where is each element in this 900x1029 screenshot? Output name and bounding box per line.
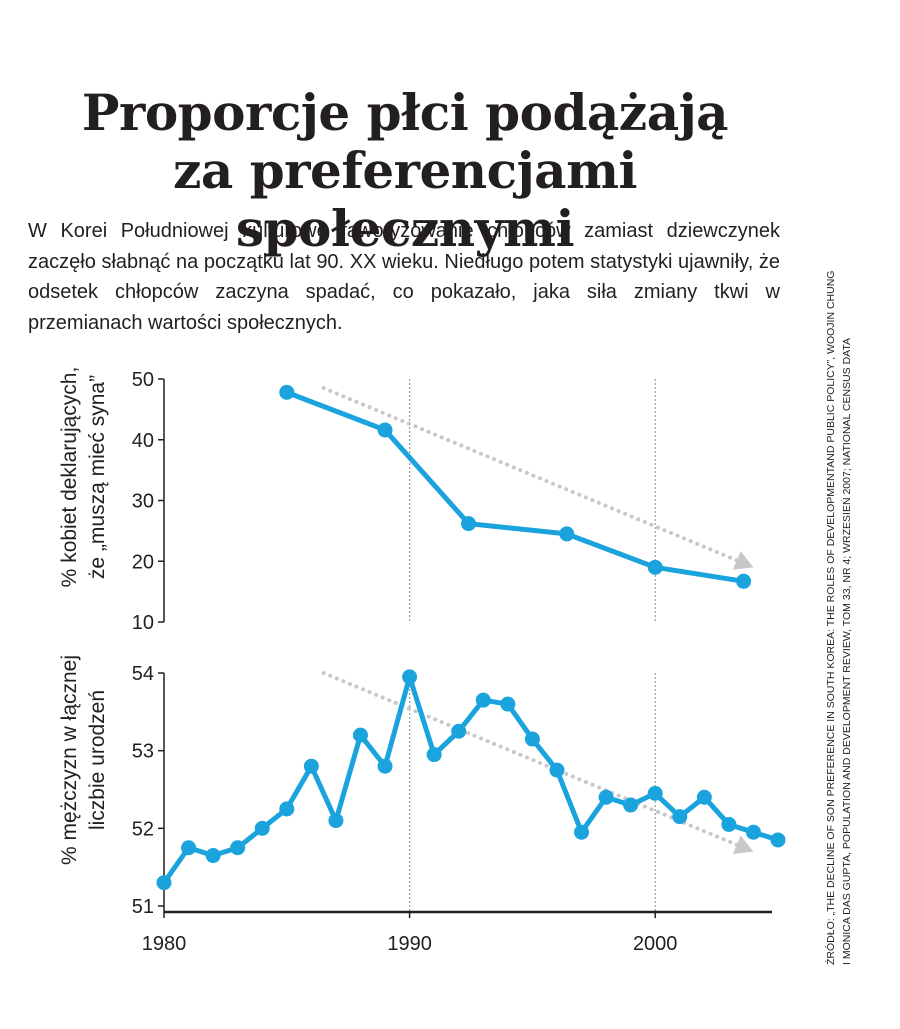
data-point-2004 (745, 824, 761, 840)
data-point-1995 (524, 731, 540, 747)
y-axis-label-line-1: % kobiet deklarujących, (58, 367, 81, 588)
y-tick-label-20: 20 (132, 551, 154, 573)
series-line (161, 674, 781, 886)
title-line-1: Proporcje płci podążają (81, 83, 729, 142)
data-point-1981 (181, 840, 197, 856)
trend-arrow-head (732, 551, 754, 570)
intro-paragraph: W Korei Południowej kulturowe faworyzowa… (28, 220, 780, 334)
data-point-2000 (647, 559, 663, 575)
data-point-1987 (328, 813, 344, 829)
data-point-1991 (426, 747, 442, 763)
y-tick-label-30: 30 (132, 491, 154, 513)
data-point-1983 (230, 840, 246, 856)
y-tick-label-54: 54 (132, 663, 154, 685)
data-point-2002 (696, 789, 712, 805)
y-tick-label-40: 40 (132, 430, 154, 452)
data-point-1999 (623, 797, 639, 813)
data-point-1980 (156, 875, 172, 891)
y-axis-label-line-2: liczbie urodzeń (86, 690, 109, 830)
data-point-2003.6 (736, 573, 752, 589)
data-point-2005 (770, 832, 786, 848)
y-tick-label-51: 51 (132, 896, 154, 918)
data-point-1993 (475, 692, 491, 708)
data-point-1985 (279, 801, 295, 817)
title-line-2: za preferencjami społecznymi (173, 141, 637, 258)
data-point-1988 (352, 727, 368, 743)
data-point-1992 (451, 723, 467, 739)
data-point-1992.4 (461, 516, 477, 532)
data-point-2003 (721, 816, 737, 832)
y-axis-label-line-2: że „muszą mieć syna” (86, 375, 109, 579)
trend-arrow-line (321, 386, 739, 563)
data-point-1986 (303, 758, 319, 774)
data-point-1997 (574, 824, 590, 840)
data-point-1989 (377, 422, 393, 438)
y-axis-label-line-1: % mężczyzn w łącznej (58, 655, 81, 865)
x-tick-label-1990: 1990 (387, 933, 432, 955)
data-point-1996 (549, 762, 565, 778)
data-point-1989 (377, 758, 393, 774)
data-point-2000 (647, 785, 663, 801)
data-point-1998 (598, 789, 614, 805)
panel-1: 10 20 30 40 50 % kobiet deklarujących, że „mus… (58, 367, 754, 634)
x-tick-label-1980: 1980 (142, 933, 187, 955)
data-point-1994 (500, 696, 516, 712)
data-point-1984 (254, 820, 270, 836)
data-point-2001 (672, 809, 688, 825)
chart-title: Proporcje płci podążają za preferencjami… (0, 84, 810, 258)
data-point-1985 (279, 384, 295, 400)
y-tick-label-53: 53 (132, 741, 154, 763)
series-line (284, 389, 747, 584)
x-tick-label-2000: 2000 (633, 933, 678, 955)
panel-2: 51 52 53 54 1980 1990 2000 % mężczyzn w łącznej… (58, 655, 786, 955)
data-point-1982 (205, 848, 221, 864)
y-tick-label-52: 52 (132, 818, 154, 840)
data-point-1990 (402, 669, 418, 685)
data-point-1996.4 (559, 526, 575, 542)
y-tick-label-50: 50 (132, 369, 154, 391)
y-tick-label-10: 10 (132, 612, 154, 634)
trend-arrow-head (732, 835, 754, 854)
